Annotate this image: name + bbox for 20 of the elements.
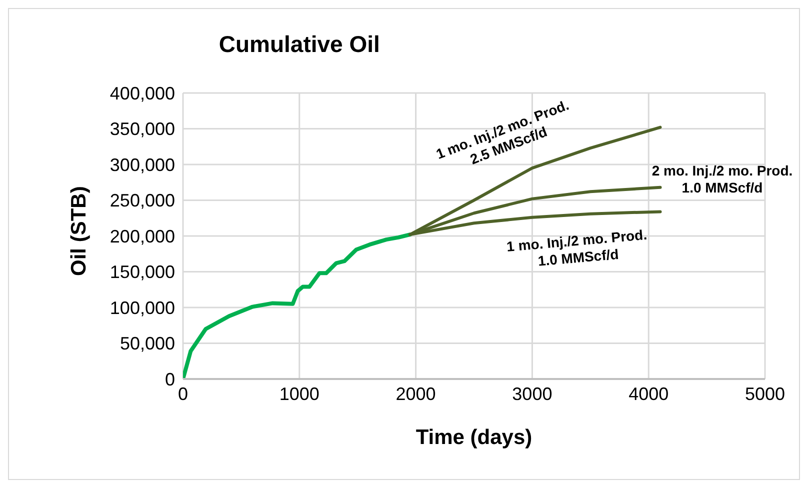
x-tick-label: 4000 [628,384,669,404]
y-tick-label: 250,000 [110,190,175,211]
y-tick-label: 50,000 [120,334,175,354]
y-tick-label: 400,000 [110,83,175,104]
x-axis-title: Time (days) [416,426,532,449]
x-tick-label: 2000 [396,384,436,404]
x-tick-label: 3000 [512,384,552,404]
x-tick-label: 1000 [279,384,320,404]
x-tick-label: 5000 [744,384,786,404]
series-label: 2 mo. Inj./2 mo. Prod. 1.0 MMScf/d [652,162,793,196]
y-tick-label: 0 [164,369,175,390]
x-tick-label: 0 [178,384,188,404]
y-axis-title: Oil (STB) [67,186,90,276]
series-label: 1 mo. Inj./2 mo. Prod. 1.0 MMScf/d [506,226,648,269]
y-tick-label: 150,000 [110,262,175,282]
y-tick-label: 300,000 [110,154,175,175]
chart-title: Cumulative Oil [218,31,381,58]
y-tick-label: 350,000 [110,119,175,140]
y-tick-label: 200,000 [110,226,175,246]
y-tick-label: 100,000 [110,298,175,318]
